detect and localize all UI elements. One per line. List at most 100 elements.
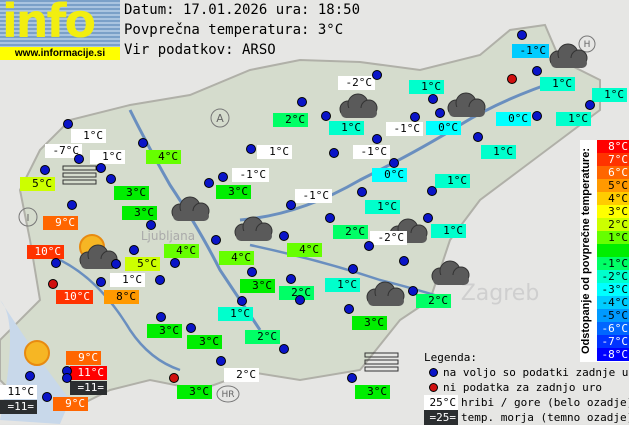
station-marker[interactable] — [295, 295, 305, 305]
station-marker[interactable] — [329, 148, 339, 158]
station-marker[interactable] — [408, 286, 418, 296]
temperature-label: 0°C — [496, 112, 531, 126]
station-marker[interactable] — [106, 174, 116, 184]
station-marker[interactable] — [216, 356, 226, 366]
station-marker[interactable] — [348, 264, 358, 274]
legend-missing: ni podatka za zadnjo uro — [424, 380, 629, 395]
fog-icon — [364, 352, 399, 372]
station-marker[interactable] — [51, 258, 61, 268]
logo-url[interactable]: www.informacije.si — [0, 47, 120, 60]
station-marker[interactable] — [297, 97, 307, 107]
station-no-data-marker[interactable] — [507, 74, 517, 84]
temperature-label: 1°C — [365, 200, 400, 214]
station-marker[interactable] — [286, 274, 296, 284]
cloud-icon — [431, 260, 470, 285]
station-marker[interactable] — [25, 371, 35, 381]
station-no-data-marker[interactable] — [48, 279, 58, 289]
station-marker[interactable] — [63, 119, 73, 129]
logo[interactable]: info www.informacije.si — [0, 0, 120, 60]
station-marker[interactable] — [279, 344, 289, 354]
country-marker — [216, 385, 240, 403]
legend-mountain-text: hribi / gore (belo ozadje) — [461, 396, 629, 409]
scale-title: Odstopanje od povprečne temperature: — [580, 148, 592, 354]
station-marker[interactable] — [211, 235, 221, 245]
temperature-label: 4°C — [219, 251, 254, 265]
station-marker[interactable] — [204, 178, 214, 188]
temperature-label: 1°C — [325, 278, 360, 292]
station-marker[interactable] — [372, 134, 382, 144]
station-marker[interactable] — [111, 259, 121, 269]
scale-cell: 2°C — [597, 218, 629, 231]
temperature-label: 3°C — [114, 186, 149, 200]
station-marker[interactable] — [473, 132, 483, 142]
station-marker[interactable] — [357, 187, 367, 197]
station-marker[interactable] — [410, 112, 420, 122]
temperature-label: 1°C — [329, 121, 364, 135]
station-marker[interactable] — [62, 373, 72, 383]
station-marker[interactable] — [74, 154, 84, 164]
station-marker[interactable] — [428, 94, 438, 104]
legend: Legenda: na voljo so podatki zadnje ure … — [424, 350, 629, 425]
station-marker[interactable] — [423, 213, 433, 223]
temperature-label: 9°C — [66, 351, 101, 365]
station-marker[interactable] — [42, 392, 52, 402]
temperature-label: -2°C — [338, 76, 375, 90]
station-marker[interactable] — [399, 256, 409, 266]
station-marker[interactable] — [427, 186, 437, 196]
station-marker[interactable] — [246, 144, 256, 154]
station-marker[interactable] — [218, 172, 228, 182]
sun-icon — [24, 340, 50, 366]
station-marker[interactable] — [138, 138, 148, 148]
station-marker[interactable] — [321, 111, 331, 121]
temperature-label: 3°C — [216, 185, 251, 199]
station-marker[interactable] — [347, 373, 357, 383]
station-marker[interactable] — [96, 277, 106, 287]
station-marker[interactable] — [325, 213, 335, 223]
temperature-label: 2°C — [273, 113, 308, 127]
station-marker[interactable] — [146, 220, 156, 230]
station-marker[interactable] — [517, 30, 527, 40]
station-marker[interactable] — [344, 304, 354, 314]
station-marker[interactable] — [532, 111, 542, 121]
scale-cell: -2°C — [597, 270, 629, 283]
station-marker[interactable] — [372, 70, 382, 80]
station-marker[interactable] — [67, 200, 77, 210]
station-marker[interactable] — [389, 158, 399, 168]
station-marker[interactable] — [170, 258, 180, 268]
station-marker[interactable] — [237, 296, 247, 306]
mountain-sample: 25°C — [424, 395, 458, 410]
temperature-label: 1°C — [431, 224, 466, 238]
temperature-label: 3°C — [147, 324, 182, 338]
temperature-label: 11°C — [0, 385, 37, 399]
station-marker[interactable] — [129, 245, 139, 255]
station-marker[interactable] — [532, 66, 542, 76]
station-no-data-marker[interactable] — [169, 373, 179, 383]
temperature-label: 10°C — [27, 245, 64, 259]
station-marker[interactable] — [247, 267, 257, 277]
station-marker[interactable] — [155, 275, 165, 285]
partly-cloudy-icon — [79, 244, 118, 269]
river — [239, 78, 561, 222]
station-marker[interactable] — [96, 163, 106, 173]
station-marker[interactable] — [186, 323, 196, 333]
station-marker[interactable] — [364, 241, 374, 251]
legend-mountain: 25°C hribi / gore (belo ozadje) — [424, 395, 629, 410]
station-marker[interactable] — [156, 312, 166, 322]
sea-sample: =25= — [424, 410, 458, 425]
red-dot-icon — [429, 383, 438, 392]
scale-cell: 7°C — [597, 153, 629, 166]
temperature-label: 1°C — [110, 273, 145, 287]
map-label-croatia: HR — [221, 390, 234, 400]
station-marker[interactable] — [279, 231, 289, 241]
station-marker[interactable] — [40, 165, 50, 175]
cloud-icon — [366, 281, 405, 306]
station-marker[interactable] — [286, 200, 296, 210]
temperature-label: 3°C — [352, 316, 387, 330]
station-marker[interactable] — [435, 108, 445, 118]
map-label-austria: A — [216, 112, 224, 125]
station-marker[interactable] — [585, 100, 595, 110]
temperature-label: 1°C — [481, 145, 516, 159]
deviation-scale: Odstopanje od povprečne temperature: 8°C… — [580, 140, 629, 362]
temperature-label: 3°C — [240, 279, 275, 293]
country-marker — [578, 35, 596, 53]
